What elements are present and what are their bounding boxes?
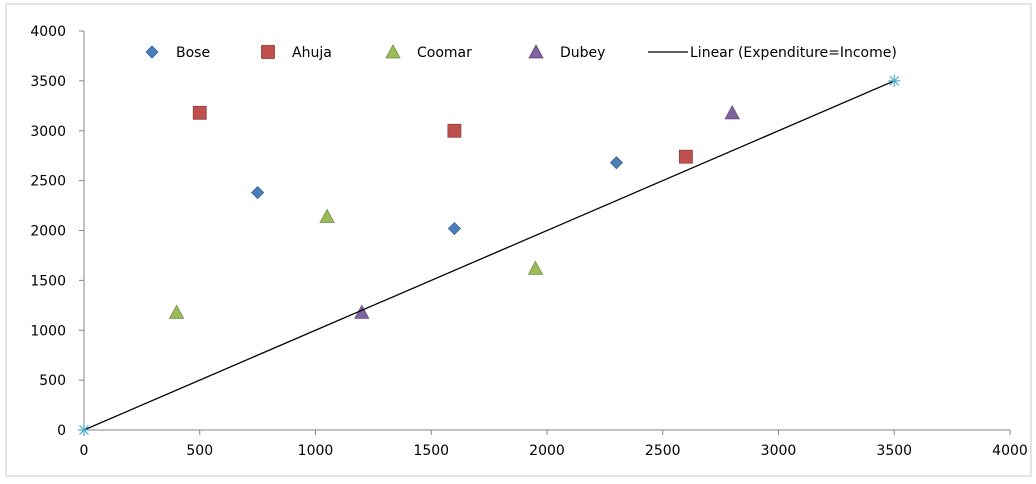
trend-line-linear-expenditure-income — [83, 80, 895, 431]
data-point-bose — [609, 156, 624, 170]
legend-marker-ahuja — [261, 45, 275, 59]
data-point-ahuja — [679, 149, 693, 164]
data-point-coomar — [319, 208, 335, 223]
x-tick-label: 1500 — [413, 443, 449, 459]
y-tick-label: 3000 — [30, 124, 66, 140]
chart-border — [5, 3, 1032, 477]
legend-label-linear: Linear (Expenditure=Income) — [690, 45, 897, 61]
y-tick-label: 4000 — [30, 24, 66, 40]
data-point-bose — [251, 186, 265, 200]
y-tick-label: 3500 — [30, 74, 66, 90]
x-tick-label: 1000 — [298, 443, 334, 459]
data-point-dubey — [724, 104, 740, 120]
x-tick-label: 2500 — [645, 443, 681, 459]
x-tick-label: 3500 — [876, 443, 912, 459]
data-point-coomar — [527, 260, 544, 275]
asterisk-stroke — [889, 75, 900, 86]
x-tick-label: 2000 — [529, 443, 565, 459]
y-tick-label: 0 — [57, 423, 66, 439]
legend-label-coomar: Coomar — [417, 45, 472, 61]
asterisk-stroke — [79, 425, 89, 435]
trend-line-endpoint — [78, 424, 90, 436]
data-point-bose — [447, 221, 461, 236]
x-tick-label: 0 — [80, 443, 89, 459]
y-tick-label: 2000 — [30, 224, 66, 240]
plot-area — [78, 74, 901, 436]
legend-label-bose: Bose — [176, 45, 210, 61]
y-tick-label: 500 — [39, 373, 66, 389]
legend-marker-coomar — [385, 44, 401, 59]
y-tick-label: 1000 — [30, 323, 66, 339]
x-tick-label: 3000 — [761, 443, 797, 459]
legend: Bose Ahuja Coomar Dubey Linear (Expenditure=… — [145, 44, 897, 61]
x-tick-label: 4000 — [992, 443, 1028, 459]
data-point-coomar — [168, 304, 185, 319]
trend-line-endpoint — [888, 74, 901, 87]
data-point-ahuja — [447, 123, 462, 138]
legend-marker-bose — [145, 45, 159, 59]
legend-marker-dubey — [528, 44, 544, 59]
axes: 0 500 1000 1500 2000 2500 3000 3500 4000 0 500 1000… — [30, 24, 1027, 459]
y-tick-label: 2500 — [30, 174, 66, 190]
data-point-ahuja — [192, 105, 207, 120]
legend-label-dubey: Dubey — [560, 45, 605, 61]
x-tick-label: 500 — [186, 443, 213, 459]
y-tick-label: 1500 — [30, 273, 66, 289]
legend-label-ahuja: Ahuja — [292, 45, 332, 61]
